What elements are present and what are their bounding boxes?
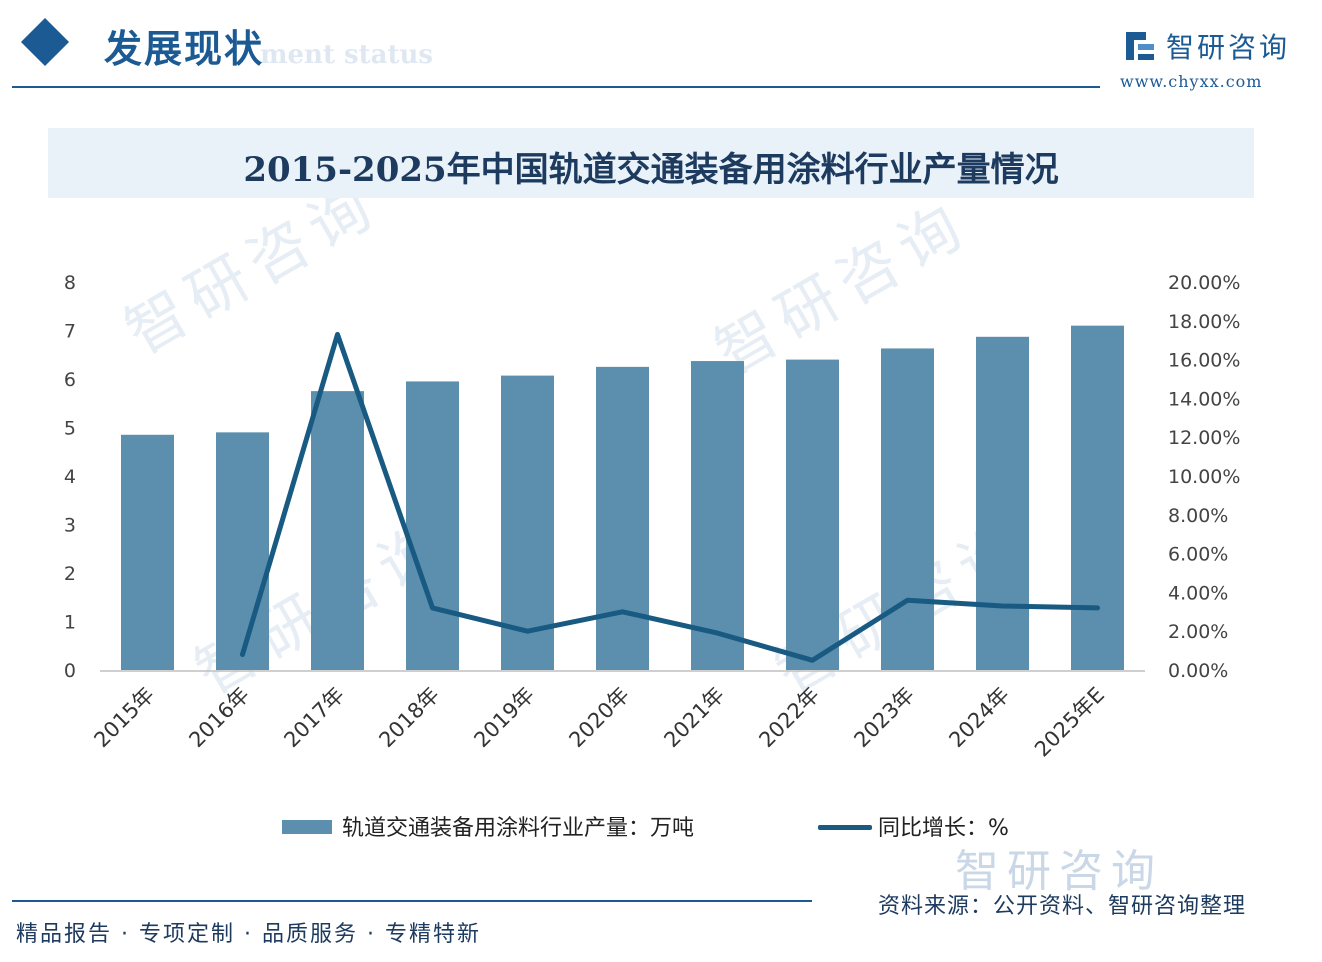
x-tick-label: 2022年 <box>754 683 824 753</box>
y-left-tick-label: 2 <box>64 563 76 585</box>
y-right-tick-label: 10.00% <box>1168 466 1240 488</box>
bar <box>881 348 934 670</box>
y-left-tick-label: 7 <box>64 321 76 343</box>
bar <box>216 432 269 670</box>
legend-line-swatch <box>818 825 872 830</box>
bar <box>786 359 839 670</box>
page-header: ment status 发展现状 智研咨询 www.chyxx.com <box>0 0 1322 95</box>
chart-title: 2015-2025年中国轨道交通装备用涂料行业产量情况 <box>243 150 1059 190</box>
watermark-logo: 智研咨询 <box>955 846 1163 897</box>
y-left-tick-label: 8 <box>64 272 76 294</box>
bar <box>1071 325 1124 670</box>
brand-logo-icon <box>1126 32 1154 60</box>
x-tick-label: 2024年 <box>944 683 1014 753</box>
chart-title-band: 2015-2025年中国轨道交通装备用涂料行业产量情况 <box>48 128 1254 198</box>
legend-bar-swatch <box>282 820 332 834</box>
x-tick-label: 2015年 <box>89 683 159 753</box>
y-right-tick-label: 16.00% <box>1168 350 1240 372</box>
x-tick-label: 2020年 <box>564 683 634 753</box>
y-left-tick-label: 0 <box>64 660 76 682</box>
bar <box>691 361 744 670</box>
y-left-tick-label: 5 <box>64 418 76 440</box>
bar <box>121 434 174 670</box>
y-right-tick-label: 14.00% <box>1168 388 1240 410</box>
y-left-tick-label: 6 <box>64 369 76 391</box>
x-tick-label: 2018年 <box>374 683 444 753</box>
x-tick-label: 2016年 <box>184 683 254 753</box>
x-tick-label: 2017年 <box>279 683 349 753</box>
x-tick-label: 2025年E <box>1030 683 1109 762</box>
y-right-tick-label: 2.00% <box>1168 621 1228 643</box>
y-left-tick-label: 1 <box>64 612 76 634</box>
bar <box>311 391 364 670</box>
brand-url[interactable]: www.chyxx.com <box>1120 72 1263 91</box>
bar <box>406 381 459 670</box>
legend-label-growth: 同比增长：% <box>878 816 1009 841</box>
legend-label-production: 轨道交通装备用涂料行业产量：万吨 <box>342 816 695 841</box>
x-tick-label: 2019年 <box>469 683 539 753</box>
y-right-tick-label: 0.00% <box>1168 660 1228 682</box>
brand-name: 智研咨询 <box>1166 31 1291 64</box>
y-left-tick-label: 4 <box>64 466 76 488</box>
header-divider <box>12 86 1100 88</box>
y-right-tick-label: 12.00% <box>1168 427 1240 449</box>
x-tick-label: 2021年 <box>659 683 729 753</box>
bar <box>501 375 554 670</box>
x-tick-label: 2023年 <box>849 683 919 753</box>
y-right-tick-label: 4.00% <box>1168 582 1228 604</box>
footer-tagline: 精品报告 · 专项定制 · 品质服务 · 专精特新 <box>16 922 481 947</box>
source-note: 资料来源：公开资料、智研咨询整理 <box>878 894 1247 919</box>
section-title: 发展现状 <box>104 26 265 71</box>
footer-divider <box>12 900 812 902</box>
section-subtitle: ment status <box>260 40 434 70</box>
y-left-tick-label: 3 <box>64 515 76 537</box>
y-right-tick-label: 8.00% <box>1168 505 1228 527</box>
y-right-tick-label: 6.00% <box>1168 544 1228 566</box>
bar <box>596 366 649 670</box>
bar <box>976 336 1029 670</box>
y-right-tick-label: 20.00% <box>1168 272 1240 294</box>
y-right-tick-label: 18.00% <box>1168 311 1240 333</box>
growth-line <box>240 331 1100 663</box>
